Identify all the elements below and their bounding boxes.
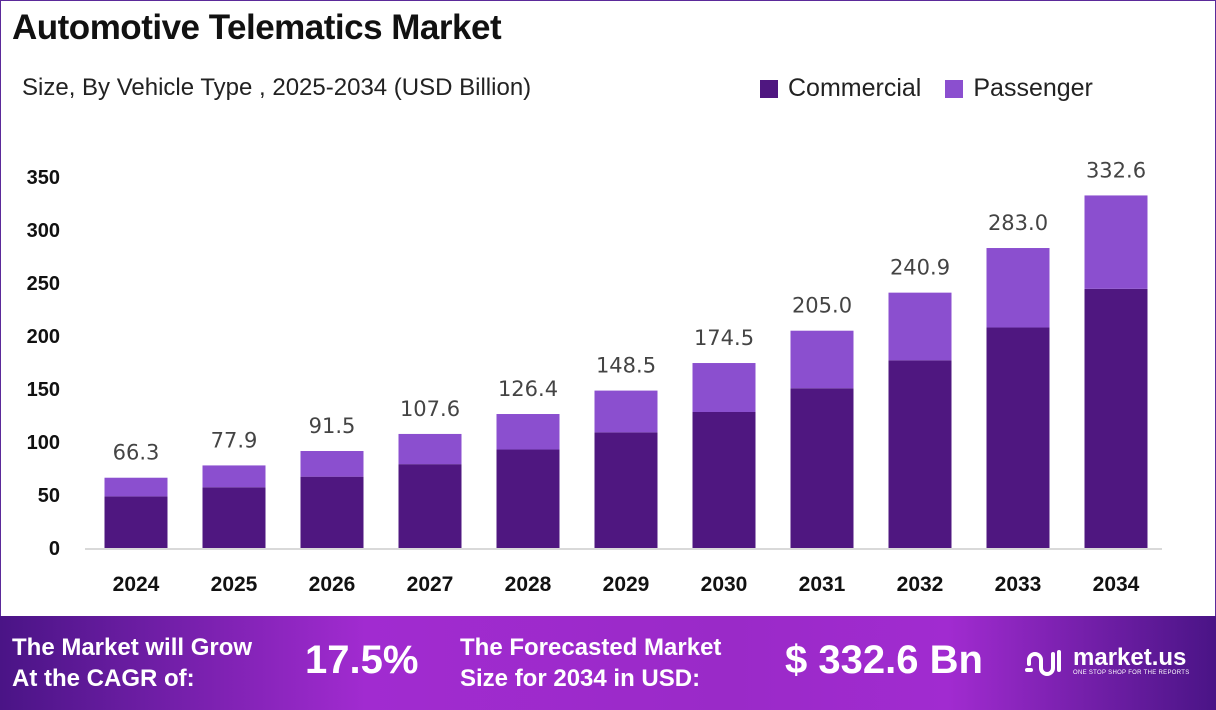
data-label-total: 332.6 — [1086, 158, 1146, 182]
bar-passenger-2034 — [1084, 195, 1148, 289]
bar-chart: 0 50 100 150 200 250 300 350 66.3 2024 77.9 2025 91.… — [27, 158, 1162, 596]
bar-commercial-2033 — [986, 327, 1050, 548]
y-tick-label: 200 — [27, 326, 60, 348]
legend-swatch-passenger — [945, 79, 964, 98]
chart-title: Automotive Telematics Market — [12, 8, 502, 47]
y-tick-label: 150 — [27, 379, 60, 401]
y-tick-label: 0 — [49, 538, 60, 560]
bar-commercial-2028 — [496, 449, 560, 548]
x-tick-label: 2025 — [211, 573, 258, 596]
logo-name: market.us — [1073, 644, 1187, 671]
data-label-total: 240.9 — [890, 256, 950, 280]
bar-passenger-2032 — [888, 292, 952, 361]
bar-commercial-2024 — [104, 496, 168, 548]
data-label-total: 107.6 — [400, 397, 460, 421]
y-tick-label: 100 — [27, 432, 60, 454]
legend-item-passenger: Passenger — [945, 74, 1093, 103]
bar-commercial-2029 — [594, 432, 658, 548]
bar-commercial-2025 — [202, 487, 266, 548]
data-label-total: 66.3 — [113, 441, 160, 465]
bar-commercial-2027 — [398, 464, 462, 548]
x-tick-label: 2024 — [113, 573, 160, 596]
bar-passenger-2026 — [300, 451, 364, 477]
logo-tagline: ONE STOP SHOP FOR THE REPORTS — [1073, 670, 1190, 676]
bar-passenger-2024 — [104, 477, 168, 497]
bar-passenger-2033 — [986, 248, 1050, 328]
y-tick-label: 50 — [38, 485, 60, 507]
legend-label: Commercial — [788, 74, 922, 102]
forecast-value: $ 332.6 Bn — [785, 638, 983, 682]
bar-commercial-2032 — [888, 360, 952, 548]
forecast-label-line: Size for 2034 in USD: — [460, 665, 701, 692]
x-tick-label: 2027 — [407, 573, 454, 596]
x-tick-label: 2028 — [505, 573, 552, 596]
bar-passenger-2031 — [790, 330, 854, 389]
bar-commercial-2026 — [300, 476, 364, 548]
legend-swatch-commercial — [760, 79, 778, 98]
data-label-total: 205.0 — [792, 294, 852, 318]
data-label-total: 91.5 — [309, 414, 356, 438]
bar-passenger-2029 — [594, 390, 658, 433]
chart-subtitle: Size, By Vehicle Type , 2025-2034 (USD B… — [22, 74, 532, 101]
x-tick-label: 2029 — [603, 573, 650, 596]
x-tick-label: 2030 — [701, 573, 748, 596]
bar-passenger-2025 — [202, 465, 266, 488]
bar-passenger-2028 — [496, 414, 560, 450]
x-tick-label: 2033 — [995, 573, 1042, 596]
cagr-label: The Market will Grow At the CAGR of: — [12, 632, 252, 694]
data-label-total: 283.0 — [988, 211, 1048, 235]
legend-label: Passenger — [973, 74, 1093, 102]
bar-passenger-2030 — [692, 363, 756, 413]
x-tick-label: 2034 — [1093, 573, 1140, 596]
forecast-label-line: The Forecasted Market — [460, 634, 722, 661]
bar-commercial-2031 — [790, 388, 854, 548]
footer-banner: The Market will Grow At the CAGR of: 17.5… — [0, 616, 1216, 710]
cagr-label-line: The Market will Grow — [12, 634, 253, 661]
data-label-total: 174.5 — [694, 326, 754, 350]
cagr-value: 17.5% — [305, 638, 419, 682]
data-label-total: 77.9 — [211, 428, 258, 452]
logo-icon — [1025, 650, 1061, 676]
forecast-label: The Forecasted Market Size for 2034 in US… — [460, 632, 721, 694]
data-label-total: 148.5 — [596, 354, 656, 378]
cagr-label-line: At the CAGR of: — [12, 665, 195, 692]
legend-item-commercial: Commercial — [760, 74, 921, 103]
bar-commercial-2034 — [1084, 288, 1148, 548]
x-tick-label: 2031 — [799, 573, 846, 596]
bar-commercial-2030 — [692, 412, 756, 548]
y-tick-label: 250 — [27, 273, 60, 295]
x-tick-label: 2032 — [897, 573, 944, 596]
bar-passenger-2027 — [398, 433, 462, 465]
legend: Commercial Passenger — [760, 74, 1093, 103]
data-label-total: 126.4 — [498, 377, 558, 401]
market-us-logo: market.us ONE STOP SHOP FOR THE REPORTS — [1025, 646, 1190, 676]
x-tick-label: 2026 — [309, 573, 356, 596]
y-tick-label: 300 — [27, 220, 60, 242]
y-tick-label: 350 — [27, 167, 60, 189]
